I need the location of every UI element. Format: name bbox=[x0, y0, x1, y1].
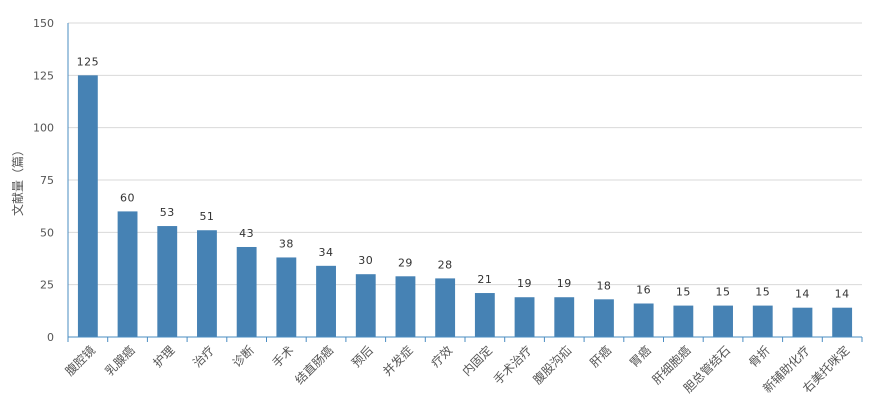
x-tick-label: 胃癌 bbox=[626, 343, 654, 371]
x-tick-label: 肝癌 bbox=[586, 343, 614, 371]
bars bbox=[77, 75, 853, 337]
bar-16 bbox=[673, 305, 694, 337]
axes bbox=[67, 23, 863, 342]
x-tick-label: 疗效 bbox=[428, 343, 456, 371]
y-tick-label: 125 bbox=[33, 69, 54, 82]
data-label: 15 bbox=[716, 286, 731, 299]
x-tick-label: 骨折 bbox=[745, 343, 773, 371]
data-label: 60 bbox=[120, 191, 135, 204]
bar-8 bbox=[355, 274, 376, 337]
y-tick-label: 50 bbox=[40, 226, 54, 239]
x-tick-label: 内固定 bbox=[459, 343, 495, 379]
y-tick-label: 100 bbox=[33, 122, 54, 135]
x-tick-label: 治疗 bbox=[190, 343, 217, 370]
bar-11 bbox=[474, 293, 495, 337]
data-label: 19 bbox=[557, 277, 572, 290]
data-label: 29 bbox=[398, 256, 413, 269]
bar-19 bbox=[792, 307, 813, 337]
bar-12 bbox=[514, 297, 535, 337]
bar-4 bbox=[197, 230, 217, 337]
data-label: 53 bbox=[160, 206, 175, 219]
data-label: 16 bbox=[636, 284, 651, 297]
data-label: 14 bbox=[795, 288, 810, 301]
data-label: 18 bbox=[596, 279, 611, 292]
bar-6 bbox=[276, 257, 297, 337]
y-tick-label: 75 bbox=[40, 174, 54, 187]
x-tick-label: 结直肠癌 bbox=[292, 343, 337, 388]
data-label: 38 bbox=[279, 237, 294, 250]
y-tick-label: 0 bbox=[47, 331, 54, 344]
data-label: 125 bbox=[77, 55, 100, 68]
x-tick-label: 腹股沟疝 bbox=[530, 343, 575, 388]
bar-2 bbox=[117, 211, 138, 337]
data-label: 28 bbox=[438, 258, 453, 271]
x-tick-label: 护理 bbox=[150, 343, 177, 370]
bar-1 bbox=[77, 75, 98, 337]
x-tick-label: 预后 bbox=[349, 343, 376, 370]
data-label: 30 bbox=[358, 254, 373, 267]
bar-20 bbox=[832, 307, 853, 337]
labels: 0 25 50 75 100 125 150 125 腹腔镜 60 乳腺癌 53 护理 51 治疗 43 诊断 3… bbox=[33, 17, 852, 396]
x-tick-label: 手术治疗 bbox=[491, 343, 535, 387]
y-tick-label: 150 bbox=[33, 17, 54, 30]
bar-14 bbox=[594, 299, 614, 337]
bar-3 bbox=[157, 226, 178, 337]
data-label: 51 bbox=[199, 210, 214, 223]
data-label: 43 bbox=[239, 227, 254, 240]
x-tick-label: 并发症 bbox=[379, 343, 415, 379]
grid-lines bbox=[68, 22, 862, 286]
y-tick-label: 25 bbox=[40, 279, 54, 292]
data-label: 15 bbox=[755, 286, 770, 299]
bar-15 bbox=[633, 303, 654, 337]
x-tick-label: 腹腔镜 bbox=[62, 343, 98, 379]
x-tick-label: 手术 bbox=[270, 343, 297, 370]
x-tick-label: 乳腺癌 bbox=[102, 343, 138, 379]
y-axis-title: 文献量（篇） bbox=[10, 144, 25, 216]
bar-7 bbox=[316, 265, 336, 337]
bar-10 bbox=[435, 278, 456, 337]
x-tick-label: 诊断 bbox=[229, 343, 257, 371]
data-label: 21 bbox=[477, 273, 492, 286]
data-label: 15 bbox=[676, 286, 691, 299]
data-label: 19 bbox=[517, 277, 532, 290]
data-label: 14 bbox=[835, 288, 850, 301]
bar-9 bbox=[395, 276, 416, 337]
bar-5 bbox=[236, 246, 257, 337]
data-label: 34 bbox=[319, 246, 334, 259]
bar-17 bbox=[713, 305, 733, 337]
bar-13 bbox=[554, 297, 575, 337]
bar-18 bbox=[752, 305, 773, 337]
